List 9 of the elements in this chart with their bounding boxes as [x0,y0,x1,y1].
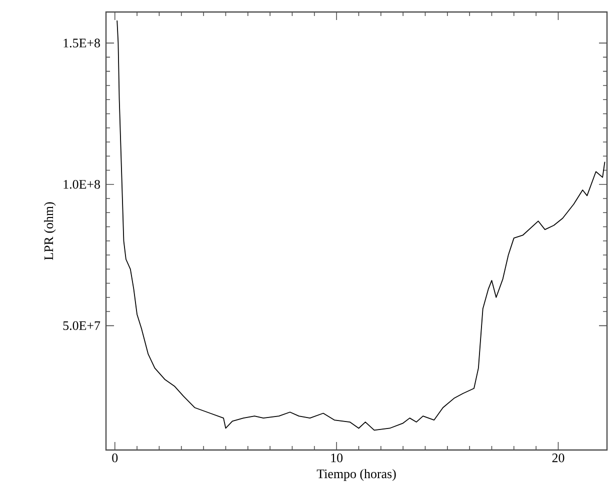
y-tick-label: 1.5E+8 [64,38,100,48]
y-tick-label: 1.0E+8 [64,180,100,189]
x-tick-label: 10 [331,454,343,462]
y-axis-title: LPR (ohm) [44,202,56,260]
y-tick-label: 5.0E+7 [63,321,100,330]
x-tick-label: 0 [112,454,118,462]
x-tick-label: 20 [552,454,564,462]
line-series [116,20,606,431]
x-axis-title: Tiempo (horas) [316,469,396,481]
